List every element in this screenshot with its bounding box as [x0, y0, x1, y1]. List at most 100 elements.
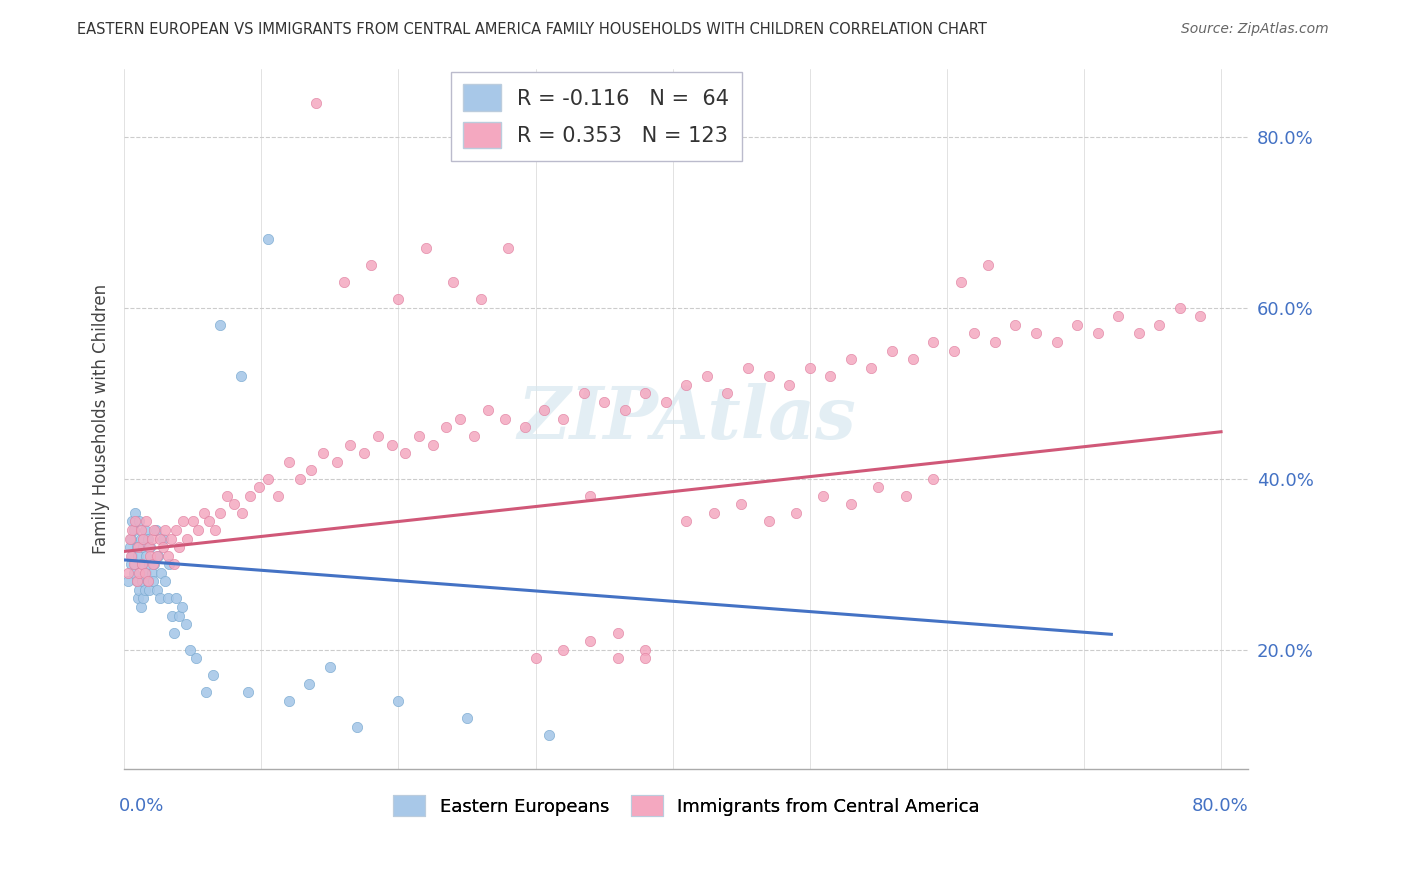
Point	[162, 558, 184, 572]
Point	[152, 540, 174, 554]
Point	[1066, 318, 1088, 332]
Point	[839, 352, 862, 367]
Point	[977, 258, 1000, 272]
Legend: Eastern Europeans, Immigrants from Central America: Eastern Europeans, Immigrants from Centr…	[385, 789, 987, 823]
Point	[449, 412, 471, 426]
Point	[696, 369, 718, 384]
Point	[179, 642, 201, 657]
Point	[155, 523, 177, 537]
Point	[984, 334, 1007, 349]
Point	[593, 394, 616, 409]
Point	[949, 275, 972, 289]
Point	[165, 523, 187, 537]
Point	[305, 95, 328, 110]
Point	[922, 472, 945, 486]
Point	[257, 232, 280, 246]
Point	[141, 566, 163, 580]
Point	[737, 360, 759, 375]
Point	[209, 506, 232, 520]
Point	[149, 532, 172, 546]
Point	[120, 532, 142, 546]
Point	[456, 711, 478, 725]
Text: EASTERN EUROPEAN VS IMMIGRANTS FROM CENTRAL AMERICA FAMILY HOUSEHOLDS WITH CHILD: EASTERN EUROPEAN VS IMMIGRANTS FROM CENT…	[77, 22, 987, 37]
Point	[138, 582, 160, 597]
Point	[758, 369, 780, 384]
Point	[901, 352, 924, 367]
Point	[496, 241, 519, 255]
Point	[209, 318, 232, 332]
Point	[606, 651, 628, 665]
Point	[236, 685, 259, 699]
Point	[132, 591, 155, 606]
Point	[120, 549, 142, 563]
Point	[135, 549, 157, 563]
Point	[122, 566, 145, 580]
Point	[187, 523, 209, 537]
Point	[922, 334, 945, 349]
Point	[572, 386, 595, 401]
Point	[131, 558, 153, 572]
Point	[380, 437, 402, 451]
Point	[145, 523, 167, 537]
Point	[198, 515, 221, 529]
Point	[551, 412, 574, 426]
Point	[1168, 301, 1191, 315]
Point	[136, 574, 159, 589]
Point	[730, 497, 752, 511]
Point	[606, 625, 628, 640]
Point	[193, 506, 215, 520]
Point	[167, 540, 190, 554]
Text: ZIPAtlas: ZIPAtlas	[517, 384, 856, 454]
Point	[141, 532, 163, 546]
Point	[134, 582, 156, 597]
Point	[1128, 326, 1150, 341]
Point	[942, 343, 965, 358]
Point	[142, 558, 165, 572]
Point	[204, 523, 226, 537]
Point	[239, 489, 262, 503]
Point	[1149, 318, 1171, 332]
Point	[758, 515, 780, 529]
Point	[170, 599, 193, 614]
Point	[634, 651, 657, 665]
Point	[131, 558, 153, 572]
Point	[551, 642, 574, 657]
Point	[132, 540, 155, 554]
Point	[122, 523, 145, 537]
Point	[129, 532, 152, 546]
Point	[1004, 318, 1026, 332]
Point	[138, 558, 160, 572]
Point	[494, 412, 516, 426]
Point	[778, 377, 800, 392]
Point	[136, 532, 159, 546]
Point	[124, 506, 146, 520]
Point	[894, 489, 917, 503]
Point	[125, 574, 148, 589]
Point	[703, 506, 725, 520]
Point	[470, 293, 492, 307]
Point	[181, 515, 204, 529]
Point	[121, 549, 143, 563]
Point	[634, 642, 657, 657]
Point	[963, 326, 986, 341]
Point	[524, 651, 547, 665]
Point	[135, 566, 157, 580]
Point	[579, 634, 602, 648]
Point	[132, 532, 155, 546]
Point	[139, 540, 162, 554]
Point	[128, 582, 150, 597]
Text: 80.0%: 80.0%	[1192, 797, 1249, 815]
Point	[143, 558, 166, 572]
Point	[149, 591, 172, 606]
Point	[122, 558, 145, 572]
Point	[813, 489, 835, 503]
Point	[716, 386, 738, 401]
Y-axis label: Family Households with Children: Family Households with Children	[93, 284, 110, 554]
Point	[408, 429, 430, 443]
Point	[155, 574, 177, 589]
Point	[135, 515, 157, 529]
Point	[131, 574, 153, 589]
Point	[579, 489, 602, 503]
Point	[128, 566, 150, 580]
Point	[477, 403, 499, 417]
